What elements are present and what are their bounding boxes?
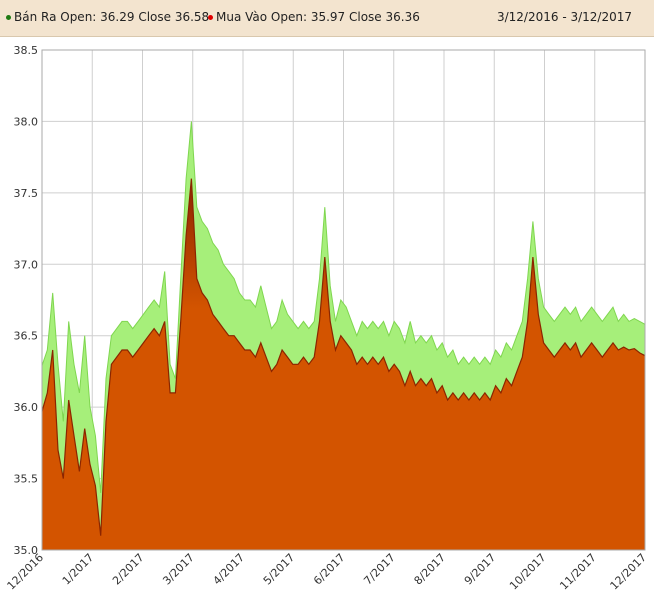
legend-label-ban-ra: Bán Ra Open: 36.29 Close 36.58: [14, 10, 210, 24]
x-tick-label: 1/2017: [60, 551, 97, 588]
series-line-ban-ra: [41, 121, 646, 493]
plot-border: [41, 49, 646, 551]
chart-legend-bar: Bán Ra Open: 36.29 Close 36.58 Mua Vào O…: [0, 0, 654, 37]
x-tick-label: 11/2017: [557, 551, 599, 593]
x-tick-label: 12/2016: [5, 551, 47, 593]
ban-ra-dot-icon: [6, 15, 11, 20]
x-tick-label: 2/2017: [110, 551, 147, 588]
x-tick-label: 10/2017: [507, 551, 549, 593]
mua-vao-dot-icon: [208, 15, 213, 20]
series-line-mua-vao: [41, 178, 646, 536]
y-tick-label: 36.5: [14, 330, 39, 343]
date-range-label: 3/12/2016 - 3/12/2017: [496, 10, 632, 24]
x-tick-label: 4/2017: [211, 551, 248, 588]
y-tick-label: 35.0: [14, 544, 39, 557]
x-tick-label: 12/2017: [608, 551, 650, 593]
series-area-mua-vao: [42, 178, 645, 550]
x-tick-label: 7/2017: [361, 551, 398, 588]
y-tick-label: 37.5: [14, 187, 39, 200]
x-tick-label: 6/2017: [311, 551, 348, 588]
legend-label-mua-vao: Mua Vào Open: 35.97 Close 36.36: [216, 10, 420, 24]
y-tick-label: 35.5: [14, 473, 39, 486]
legend-item-mua-vao[interactable]: Mua Vào Open: 35.97 Close 36.36: [208, 10, 420, 24]
y-tick-label: 38.0: [14, 115, 39, 128]
x-tick-label: 9/2017: [462, 551, 499, 588]
x-tick-label: 5/2017: [261, 551, 298, 588]
y-tick-label: 36.0: [14, 401, 39, 414]
y-tick-label: 37.0: [14, 258, 39, 271]
x-tick-label: 3/2017: [160, 551, 197, 588]
y-tick-label: 38.5: [14, 44, 39, 57]
x-tick-label: 8/2017: [412, 551, 449, 588]
legend-item-ban-ra[interactable]: Bán Ra Open: 36.29 Close 36.58: [6, 10, 209, 24]
